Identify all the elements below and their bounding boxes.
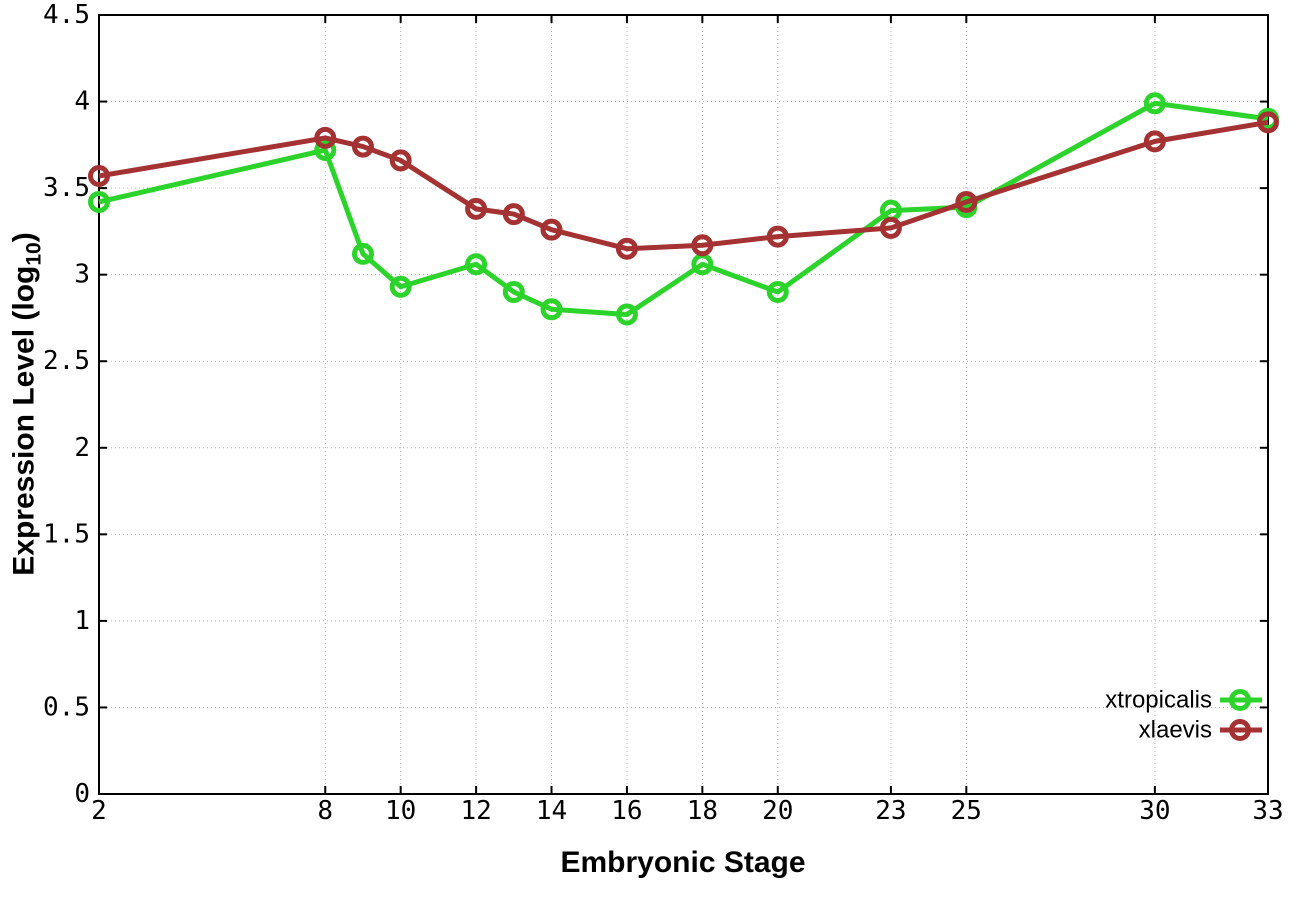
data-point-xlaevis xyxy=(540,218,563,241)
y-tick-label: 2.5 xyxy=(43,346,90,376)
legend-label: xlaevis xyxy=(1139,717,1212,744)
data-point-xlaevis xyxy=(691,234,714,257)
y-tick-label: 4 xyxy=(74,87,90,117)
legend-item-xtropicalis: xtropicalis xyxy=(1105,687,1262,714)
y-tick-label: 0 xyxy=(74,779,90,809)
data-point-xtropicalis xyxy=(88,190,110,213)
x-tick-label: 30 xyxy=(1139,796,1170,826)
legend: xtropicalis xlaevis xyxy=(1105,687,1262,744)
data-point-xtropicalis xyxy=(615,303,638,326)
legend-marker-sample xyxy=(1229,689,1251,711)
data-point-xtropicalis xyxy=(502,280,525,303)
data-point-xlaevis xyxy=(389,149,412,172)
data-point-xlaevis xyxy=(1143,130,1166,153)
plot-border xyxy=(98,14,1269,795)
y-tick-label: 3.5 xyxy=(43,173,90,203)
data-point-xtropicalis xyxy=(389,275,412,298)
data-point-xlaevis xyxy=(351,135,374,158)
data-point-xlaevis xyxy=(879,216,902,239)
x-tick-label: 12 xyxy=(460,796,491,826)
y-tick-label: 1 xyxy=(74,606,90,636)
data-point-xtropicalis xyxy=(465,253,488,276)
data-point-xlaevis xyxy=(1257,111,1279,134)
y-axis-title-subscript: 10 xyxy=(22,242,46,266)
data-point-xlaevis xyxy=(465,197,488,220)
data-point-xlaevis xyxy=(502,203,525,226)
x-tick-label: 16 xyxy=(611,796,642,826)
series-xtropicalis xyxy=(88,92,1279,326)
x-tick-label: 10 xyxy=(385,796,416,826)
data-point-xlaevis xyxy=(955,190,978,213)
data-point-xtropicalis xyxy=(351,242,374,265)
axis-ticks: 2 8 10 12 14 16 18 20 23 25 30 33 0 0.5 1 1.5 2 2.5 3 3.5 4 4… xyxy=(43,0,1284,826)
series-line-xtropicalis xyxy=(98,100,1269,317)
legend-label: xtropicalis xyxy=(1105,687,1212,714)
x-tick-label: 33 xyxy=(1252,796,1283,826)
y-tick-label: 1.5 xyxy=(43,519,90,549)
data-point-xtropicalis xyxy=(540,298,563,321)
y-tick-label: 0.5 xyxy=(43,692,90,722)
gridlines xyxy=(98,14,1269,795)
x-tick-label: 25 xyxy=(951,796,982,826)
x-axis-title: Embryonic Stage xyxy=(560,846,806,879)
data-point-xlaevis xyxy=(766,225,789,248)
y-axis-title-suffix: ) xyxy=(7,232,41,243)
y-axis-title-text: Expression Level (log xyxy=(7,265,41,576)
y-tick-label: 3 xyxy=(74,260,90,290)
legend-item-xlaevis: xlaevis xyxy=(1139,717,1262,744)
x-tick-label: 2 xyxy=(91,796,107,826)
data-point-xtropicalis xyxy=(766,280,789,303)
data-point-xlaevis xyxy=(88,164,110,187)
y-tick-label: 4.5 xyxy=(43,0,90,30)
data-point-xtropicalis xyxy=(1143,92,1166,115)
x-tick-label: 8 xyxy=(317,796,333,826)
y-axis-title: Expression Level (log10) xyxy=(8,232,47,575)
data-point-xlaevis xyxy=(615,237,638,260)
x-tick-label: 23 xyxy=(875,796,906,826)
data-point-xtropicalis xyxy=(314,139,337,162)
series-xlaevis xyxy=(88,111,1279,260)
x-tick-label: 18 xyxy=(687,796,718,826)
x-tick-label: 20 xyxy=(762,796,793,826)
series-line-xlaevis xyxy=(98,119,1269,252)
y-tick-label: 2 xyxy=(74,433,90,463)
legend-marker-sample xyxy=(1229,719,1251,741)
x-tick-label: 14 xyxy=(536,796,567,826)
data-point-xlaevis xyxy=(314,126,337,149)
